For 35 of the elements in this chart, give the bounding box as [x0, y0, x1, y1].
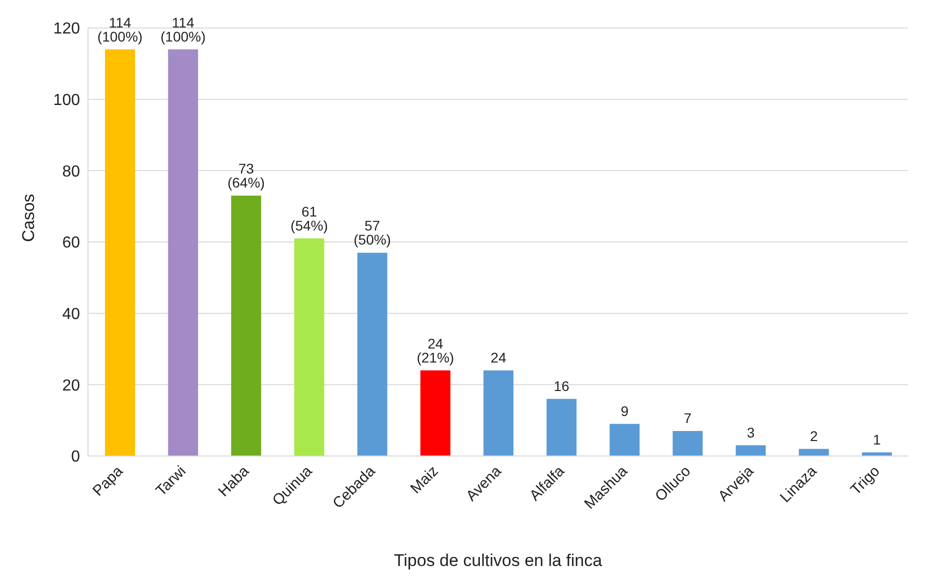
y-axis-title: Casos [19, 194, 38, 242]
data-label: 24 [490, 349, 506, 366]
bar [798, 448, 829, 456]
data-label: 57 (50%) [354, 218, 391, 248]
y-tick-label: 0 [71, 448, 80, 466]
data-label: 114 (100%) [97, 14, 143, 44]
data-label: 9 [620, 402, 629, 419]
data-label: 3 [746, 424, 755, 440]
y-tick-label: 60 [62, 234, 80, 252]
x-tick-label: Trigo [847, 462, 884, 499]
y-tick-label: 80 [62, 163, 80, 180]
bar [672, 431, 703, 456]
y-tick-label: 40 [62, 306, 80, 324]
y-tick-label: 120 [53, 20, 80, 38]
bar [105, 49, 135, 456]
data-label: 61 (54%) [290, 203, 328, 234]
y-tick-label: 100 [53, 92, 80, 110]
bar [357, 252, 388, 456]
data-label: 2 [810, 428, 818, 444]
bar [610, 424, 640, 456]
bar [231, 196, 262, 456]
data-label: 16 [554, 378, 570, 394]
y-tick-label: 20 [62, 377, 80, 394]
data-label: 1 [873, 431, 882, 448]
data-label: 24 (21%) [416, 335, 454, 366]
data-label: 114 (100%) [160, 14, 206, 44]
data-label: 73 (64%) [227, 160, 265, 191]
x-axis-title: Tipos de cultivos en la finca [394, 551, 603, 570]
bar [546, 398, 577, 456]
bar [483, 370, 514, 456]
bar [420, 370, 450, 456]
bar [168, 49, 198, 456]
data-label: 7 [684, 410, 692, 426]
bar [294, 238, 324, 456]
bar [736, 445, 766, 456]
